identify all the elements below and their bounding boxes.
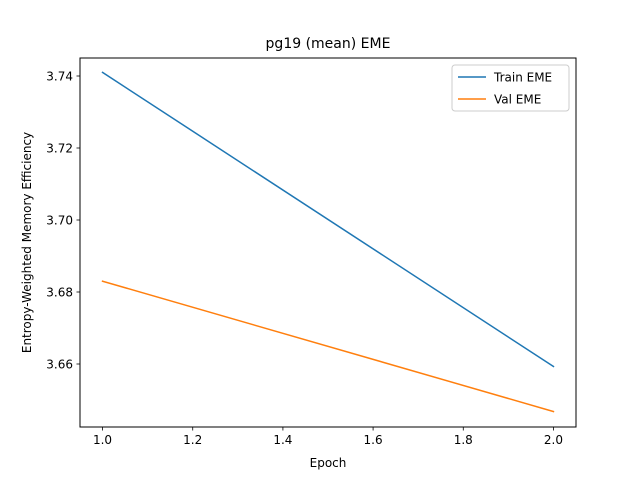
y-tick-label: 3.74 (46, 70, 73, 84)
x-tick-label: 1.0 (93, 433, 112, 447)
x-tick-label: 2.0 (544, 433, 563, 447)
x-tick-label: 1.8 (454, 433, 473, 447)
y-tick-label: 3.70 (46, 214, 73, 228)
y-tick-label: 3.72 (46, 142, 73, 156)
chart-title: pg19 (mean) EME (266, 36, 391, 52)
x-tick-label: 1.6 (364, 433, 383, 447)
legend: Train EME Val EME (451, 64, 570, 112)
x-axis-label: Epoch (310, 456, 347, 470)
y-tick-label: 3.66 (46, 358, 73, 372)
plot-frame (79, 57, 577, 428)
x-tick-label: 1.4 (273, 433, 292, 447)
series-line-train-eme (101, 71, 555, 368)
y-axis-label: Entropy-Weighted Memory Efficiency (20, 132, 34, 353)
series-line-val-eme (101, 280, 555, 413)
x-tick-label: 1.2 (183, 433, 202, 447)
y-tick-label: 3.68 (46, 286, 73, 300)
legend-entry: Train EME (493, 71, 552, 85)
legend-entry: Val EME (494, 93, 541, 107)
